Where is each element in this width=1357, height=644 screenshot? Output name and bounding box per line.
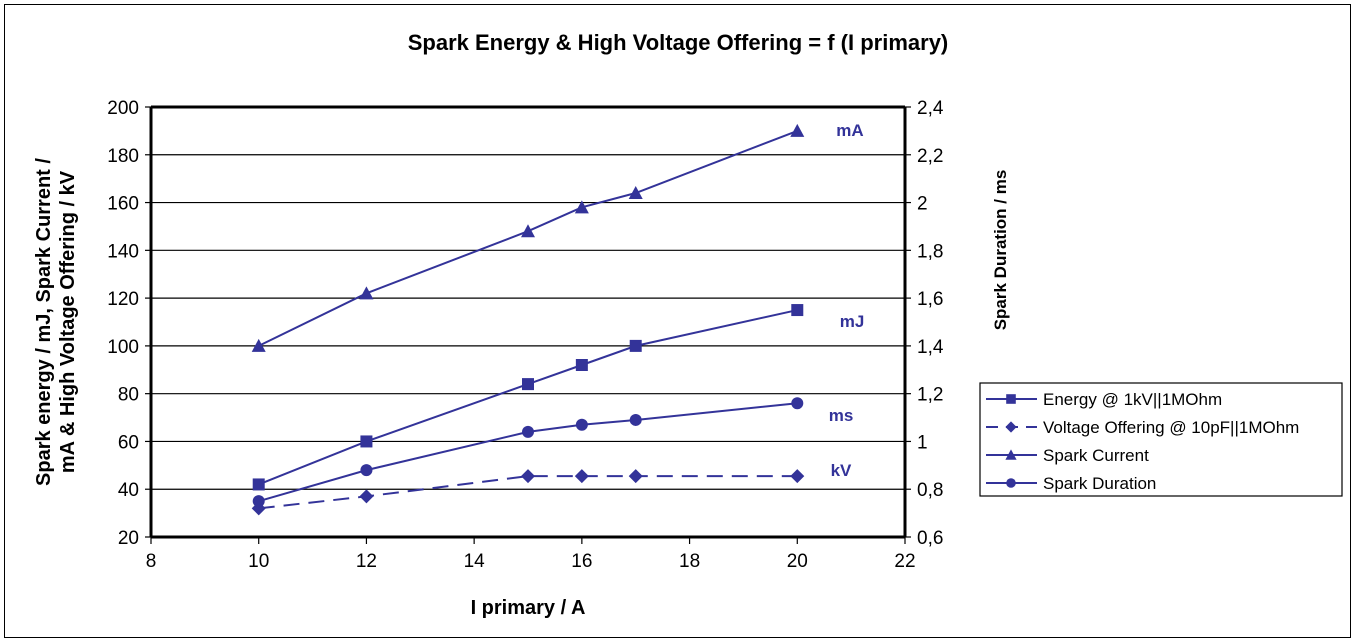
y-right-tick-label: 1,8	[917, 241, 943, 262]
legend-marker	[1006, 478, 1016, 488]
y-right-tick-label: 0,6	[917, 528, 943, 549]
x-tick-label: 14	[464, 551, 486, 572]
data-point	[360, 464, 373, 477]
x-axis-label: I primary / A	[471, 597, 586, 619]
data-point	[251, 338, 266, 352]
y-axis-left-label: Spark energy / mJ, Spark Current / mA & H…	[33, 158, 79, 486]
y-right-tick-label: 2,4	[917, 98, 944, 119]
series-end-label: mJ	[840, 312, 865, 331]
legend-marker	[1006, 394, 1016, 404]
y-left-tick-label: 20	[118, 528, 139, 549]
x-tick-label: 12	[356, 551, 377, 572]
data-point	[629, 413, 642, 426]
x-tick-label: 22	[894, 551, 915, 572]
legend-label: Energy @ 1kV||1MOhm	[1043, 390, 1222, 409]
x-tick-label: 10	[248, 551, 269, 572]
data-point	[629, 339, 642, 352]
series-line-2	[258, 129, 798, 347]
legend-label: Voltage Offering @ 10pF||1MOhm	[1043, 418, 1299, 437]
y-left-tick-label: 200	[107, 98, 139, 119]
y-right-tick-label: 1	[917, 432, 928, 453]
x-tick-label: 16	[571, 551, 592, 572]
data-point	[521, 224, 535, 238]
y-left-tick-label: 60	[118, 432, 139, 453]
legend-label: Spark Duration	[1043, 474, 1156, 493]
x-tick-label: 8	[146, 551, 157, 572]
data-point	[790, 123, 805, 137]
y-left-tick-label: 80	[118, 385, 139, 406]
data-point	[574, 200, 589, 214]
y-left-tick-label: 180	[107, 146, 139, 167]
data-point	[574, 469, 589, 484]
series-end-label: ms	[829, 406, 854, 425]
y-axis-left-label-line: mA & High Voltage Offering / kV	[57, 170, 79, 473]
y-left-tick-label: 40	[118, 480, 139, 501]
legend-marker	[1005, 421, 1017, 433]
y-left-tick-label: 160	[107, 194, 139, 215]
series-end-label: kV	[831, 461, 852, 480]
y-axis-left-label-line: Spark energy / mJ, Spark Current /	[33, 158, 55, 486]
data-point	[522, 425, 534, 438]
data-point	[252, 478, 265, 491]
y-right-tick-label: 2	[917, 194, 928, 215]
y-left-tick-label: 140	[107, 241, 139, 262]
y-left-tick-label: 100	[107, 337, 139, 358]
legend-marker	[1005, 449, 1017, 460]
chart-title: Spark Energy & High Voltage Offering = f…	[408, 30, 949, 55]
y-right-tick-label: 1,6	[917, 289, 943, 310]
series-end-label: mA	[836, 121, 863, 140]
data-point	[575, 418, 588, 431]
y-right-tick-label: 0,8	[917, 480, 943, 501]
y-left-tick-label: 120	[107, 289, 139, 310]
y-right-tick-label: 1,2	[917, 385, 943, 406]
data-point	[359, 489, 374, 504]
x-tick-label: 18	[679, 551, 700, 572]
y-right-tick-label: 2,2	[917, 146, 943, 167]
series-line-0	[258, 309, 798, 486]
data-point	[628, 186, 643, 199]
data-point	[575, 359, 588, 371]
data-point	[522, 378, 534, 391]
y-right-tick-label: 1,4	[917, 337, 944, 358]
x-tick-label: 20	[787, 551, 808, 572]
data-point	[252, 495, 265, 508]
y-axis-right-label: Spark Duration / ms	[991, 170, 1010, 331]
legend-box	[979, 382, 1343, 497]
data-point	[790, 469, 805, 484]
data-point	[628, 469, 643, 484]
legend-label: Spark Current	[1043, 446, 1149, 465]
data-point	[791, 304, 804, 317]
series-line-3	[258, 402, 798, 503]
data-point	[791, 397, 804, 410]
chart-frame	[4, 4, 1351, 638]
series-line-1	[258, 475, 798, 510]
data-point	[359, 286, 374, 300]
data-point	[521, 469, 535, 484]
data-point	[360, 435, 373, 448]
